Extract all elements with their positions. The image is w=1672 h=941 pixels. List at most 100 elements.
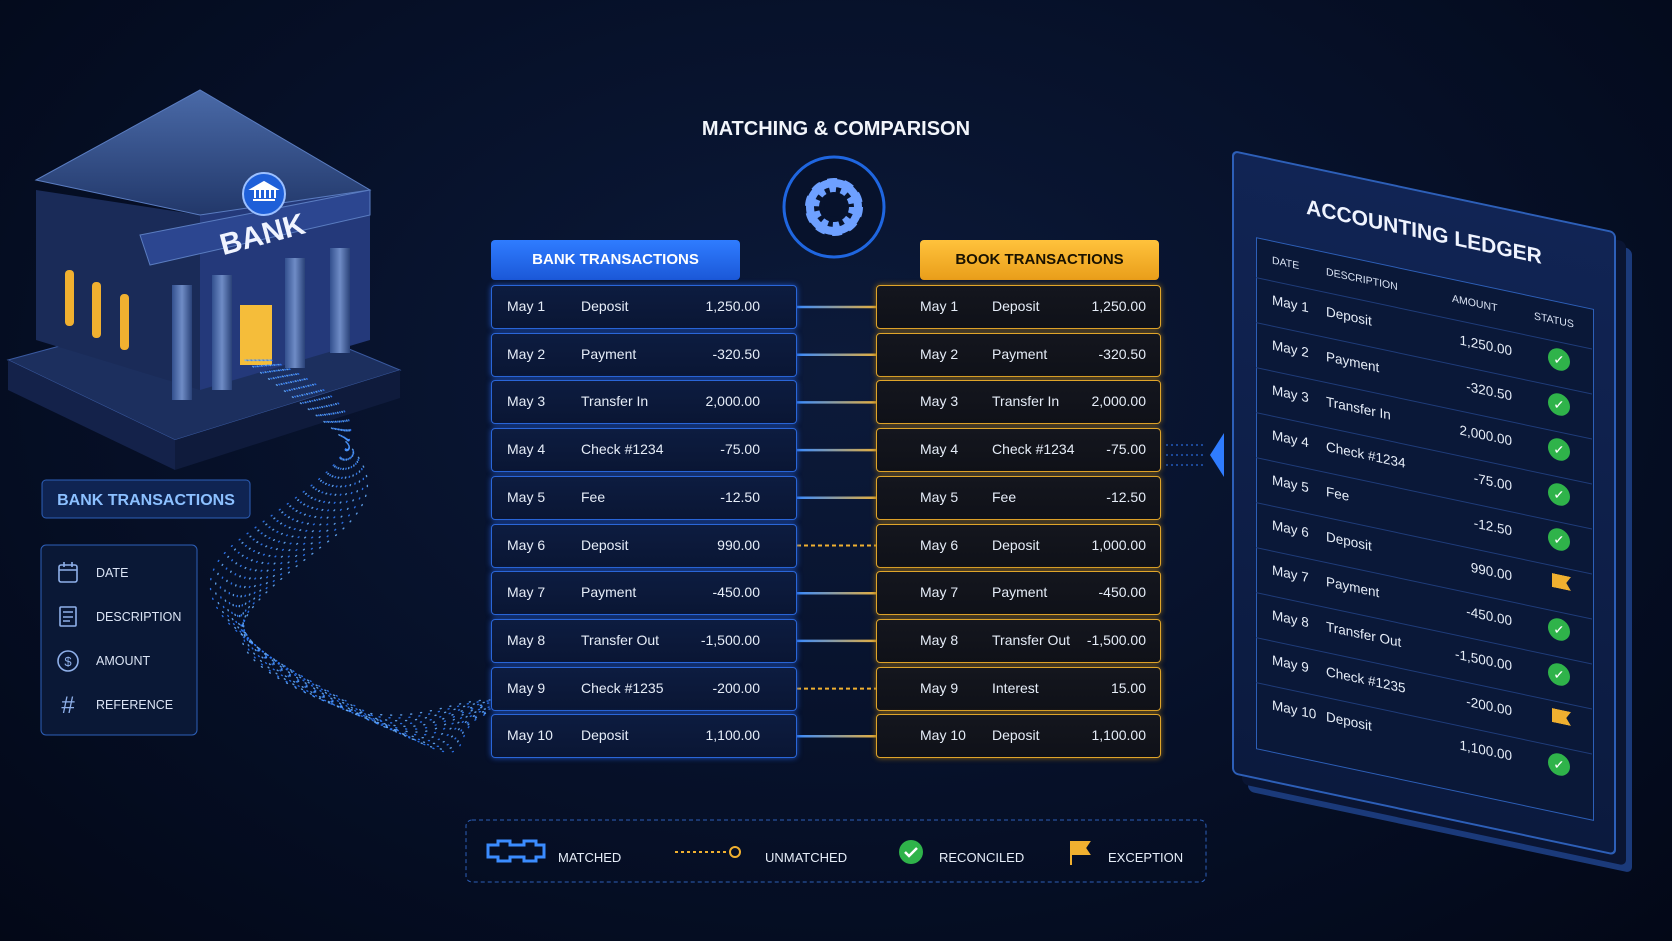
date: May 7: [920, 584, 959, 601]
amount: 2,000.00: [705, 393, 761, 410]
description: Deposit: [581, 536, 629, 553]
amount: 1,250.00: [1091, 298, 1147, 314]
bank-panel-title: BANK TRANSACTIONS: [57, 492, 235, 509]
amount: -12.50: [1106, 488, 1146, 505]
date: May 3: [920, 393, 959, 410]
svg-text:$: $: [64, 654, 72, 669]
description: Payment: [992, 584, 1048, 601]
description: Transfer In: [581, 393, 649, 410]
date: May 1: [920, 298, 959, 314]
field-label: DESCRIPTION: [96, 610, 182, 624]
date: May 3: [507, 393, 546, 410]
book-row: May 10 Deposit 1,100.00: [876, 714, 1161, 759]
book-row: May 5 Fee -12.50: [876, 475, 1161, 520]
gear-icon: [782, 155, 886, 259]
description: Transfer Out: [581, 631, 660, 648]
stream-line: [228, 359, 491, 742]
arrow: [1210, 433, 1224, 477]
book-row: May 3 Transfer In 2,000.00: [876, 380, 1161, 425]
field-label: REFERENCE: [96, 698, 174, 712]
description: Check #1234: [992, 441, 1075, 458]
description: Deposit: [581, 727, 629, 744]
stream-line: [242, 359, 491, 722]
stream-line: [235, 359, 491, 736]
stream-line: [242, 359, 491, 727]
amount: 15.00: [1110, 679, 1146, 696]
date: May 9: [507, 679, 546, 696]
date: May 8: [920, 631, 959, 648]
description: Transfer In: [992, 393, 1060, 410]
field-label: AMOUNT: [96, 654, 151, 668]
description: Fee: [581, 488, 606, 505]
date: May 7: [507, 584, 546, 601]
bank-row: May 8 Transfer Out -1,500.00: [491, 618, 797, 663]
fields-panel: [40, 544, 198, 736]
amount: -200.00: [712, 679, 760, 696]
stream-line: [214, 359, 491, 750]
book-row: May 8 Transfer Out -1,500.00: [876, 618, 1161, 663]
date: May 10: [507, 727, 553, 744]
bank-row: May 9 Check #1235 -200.00: [491, 666, 797, 711]
date: May 5: [920, 488, 959, 505]
date: May 2: [920, 345, 959, 362]
description: Interest: [992, 679, 1039, 696]
field-icons: $ #: [57, 562, 79, 719]
amount: -75.00: [1106, 441, 1146, 458]
legend-check: [904, 847, 918, 858]
amount: -12.50: [720, 488, 760, 505]
date: May 4: [507, 441, 546, 458]
amount: -75.00: [720, 441, 760, 458]
amount: 1,100.00: [705, 727, 761, 744]
amount: 990.00: [717, 536, 760, 553]
data-stream: [209, 359, 491, 753]
date: May 4: [920, 441, 959, 458]
amount: -320.50: [712, 345, 760, 362]
book-header: BOOK TRANSACTIONS: [920, 240, 1159, 280]
bank-row: May 6 Deposit 990.00: [491, 523, 797, 568]
bank-row: May 4 Check #1234 -75.00: [491, 428, 797, 473]
date: May 5: [507, 488, 546, 505]
amount: 1,100.00: [1091, 727, 1147, 744]
legend-label: UNMATCHED: [765, 850, 848, 865]
bank-header: BANK TRANSACTIONS: [491, 240, 740, 280]
book-row: May 7 Payment -450.00: [876, 571, 1161, 616]
description: Deposit: [581, 298, 629, 314]
title: MATCHING & COMPARISON: [701, 118, 971, 140]
stream-line: [224, 359, 491, 745]
bank-row: May 2 Payment -320.50: [491, 332, 797, 377]
date: May 6: [507, 536, 546, 553]
stream-line: [240, 359, 491, 730]
description: Payment: [581, 584, 637, 601]
legend-exception-icon: [1070, 841, 1091, 865]
amount: 1,000.00: [1091, 536, 1147, 553]
amount: 1,250.00: [705, 298, 761, 314]
bank-row: May 10 Deposit 1,100.00: [491, 714, 797, 759]
stream-line: [238, 359, 491, 733]
book-row: May 6 Deposit 1,000.00: [876, 523, 1161, 568]
amount: -320.50: [1098, 345, 1146, 362]
amount: 2,000.00: [1091, 393, 1147, 410]
legend-box: [465, 819, 1207, 883]
description: Transfer Out: [992, 631, 1071, 648]
description: Fee: [992, 488, 1017, 505]
description: Deposit: [992, 536, 1040, 553]
amount: -450.00: [1098, 584, 1146, 601]
bank-building: [6, 89, 402, 470]
amount: -1,500.00: [700, 631, 760, 648]
date: May 6: [920, 536, 959, 553]
bank-panel-title-box: [41, 479, 251, 519]
date: May 1: [507, 298, 546, 314]
date: May 9: [920, 679, 959, 696]
book-row: May 1 Deposit 1,250.00: [876, 285, 1161, 329]
ledger: ACCOUNTING LEDGER DATE DESCRIPTION AMOUNT ST…: [1232, 150, 1616, 856]
arrow-tail: [1166, 444, 1206, 466]
bank-row: May 3 Transfer In 2,000.00: [491, 380, 797, 425]
description: Deposit: [992, 727, 1040, 744]
book-row: May 2 Payment -320.50: [876, 332, 1161, 377]
description: Payment: [992, 345, 1048, 362]
date: May 10: [920, 727, 966, 744]
links: [784, 296, 892, 747]
amount: -1,500.00: [1086, 631, 1146, 648]
